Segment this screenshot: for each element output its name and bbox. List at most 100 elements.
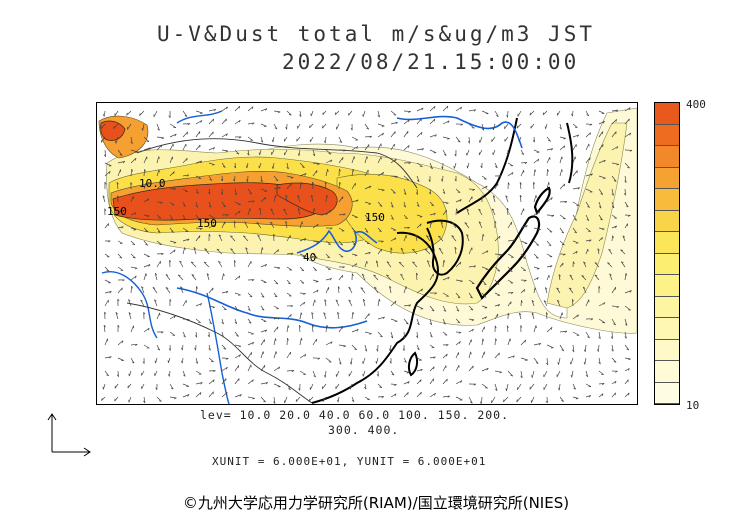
wind-arrow-head	[303, 293, 306, 295]
wind-arrow-head	[275, 195, 277, 198]
wind-arrow-head	[496, 115, 499, 117]
wind-arrow	[323, 312, 327, 320]
wind-arrow	[416, 357, 422, 361]
wind-arrow	[520, 339, 526, 346]
wind-arrow	[299, 173, 307, 177]
wind-arrow-head	[492, 127, 494, 131]
wind-arrow	[286, 162, 289, 169]
wind-arrow-head	[168, 374, 170, 377]
wind-arrow	[141, 286, 145, 294]
wind-arrow	[165, 274, 171, 281]
wind-arrow	[403, 318, 409, 325]
wind-arrow-head	[456, 208, 458, 212]
wind-arrow	[182, 370, 186, 377]
color-scale-swatch	[655, 189, 679, 211]
wind-arrow	[598, 214, 603, 221]
wind-arrow	[169, 201, 175, 206]
wind-arrow-head	[545, 287, 548, 290]
wind-arrow	[389, 286, 392, 294]
wind-arrow	[195, 357, 199, 364]
wind-arrow	[334, 110, 340, 115]
wind-arrow-head	[470, 296, 473, 299]
wind-arrow	[468, 328, 474, 333]
wind-arrow-head	[335, 299, 339, 302]
wind-arrow	[256, 222, 262, 229]
wind-arrow-head	[132, 243, 135, 246]
wind-arrow-head	[421, 288, 423, 292]
wind-arrow-head	[611, 349, 614, 352]
wind-arrow	[624, 290, 632, 294]
wind-arrow	[377, 227, 382, 232]
wind-arrow	[208, 147, 215, 151]
wind-arrow-head	[199, 228, 203, 230]
vector-units: XUNIT = 6.000E+01, YUNIT = 6.000E+01	[212, 455, 487, 468]
wind-arrow	[377, 110, 380, 118]
wind-arrow	[416, 214, 423, 217]
wind-arrow-head	[520, 325, 523, 328]
wind-arrow-head	[301, 221, 303, 225]
wind-arrow-head	[221, 335, 224, 338]
wind-arrow-head	[247, 153, 250, 156]
wind-arrow-head	[195, 205, 198, 208]
wind-arrow-head	[429, 322, 432, 326]
wind-arrow-head	[334, 112, 337, 115]
wind-arrow-head	[109, 356, 112, 359]
wind-arrow	[195, 188, 199, 194]
wind-arrow-head	[438, 235, 441, 238]
wind-arrow-head	[524, 339, 527, 343]
wind-arrow-head	[180, 286, 183, 289]
wind-arrow	[546, 157, 551, 164]
wind-arrow-head	[270, 221, 273, 224]
wind-arrow	[377, 214, 381, 221]
wind-arrow	[299, 279, 305, 284]
wind-arrow-head	[573, 387, 576, 390]
wind-arrow-head	[216, 248, 220, 251]
dust-field-east	[546, 122, 628, 309]
wind-arrow-head	[343, 345, 346, 348]
wind-arrow-head	[386, 261, 390, 264]
wind-arrow	[442, 175, 444, 182]
wind-arrow	[154, 370, 158, 376]
wind-arrow	[559, 312, 563, 320]
wind-arrow-head	[263, 400, 266, 403]
wind-arrow	[221, 175, 223, 182]
wind-arrow	[390, 131, 396, 138]
wind-arrow	[156, 169, 160, 177]
wind-arrow-head	[251, 106, 254, 110]
wind-arrow-head	[556, 287, 559, 290]
wind-arrow-head	[558, 274, 561, 277]
wind-arrow	[156, 253, 164, 255]
wind-arrow	[506, 383, 509, 391]
wind-arrow	[182, 383, 190, 387]
wind-arrow	[117, 287, 123, 294]
wind-arrow	[491, 136, 496, 142]
wind-arrow-head	[523, 280, 527, 282]
wind-arrow	[377, 248, 382, 255]
wind-arrow	[156, 156, 160, 164]
wind-arrow-head	[314, 299, 316, 303]
wind-arrow	[299, 312, 302, 320]
wind-arrow	[216, 248, 223, 255]
wind-arrow	[416, 379, 422, 385]
wind-arrow	[598, 120, 605, 125]
wind-arrow-head	[314, 256, 318, 259]
wind-arrow-head	[446, 353, 448, 357]
wind-arrow	[572, 123, 578, 128]
wind-arrow-head	[538, 229, 541, 231]
wind-arrow	[584, 344, 587, 352]
wind-arrow	[286, 266, 292, 271]
wind-arrow-head	[109, 171, 111, 174]
coastline-sakhalin	[566, 122, 574, 184]
wind-arrow	[234, 365, 240, 372]
wind-arrow-head	[264, 329, 268, 333]
wind-arrow-head	[393, 192, 396, 194]
wind-arrow	[507, 291, 514, 294]
wind-arrow	[143, 182, 147, 190]
wind-arrow	[507, 370, 514, 377]
wind-arrow	[104, 356, 112, 359]
wind-arrow	[624, 162, 630, 169]
wind-arrow-head	[165, 274, 169, 276]
wind-arrow	[377, 383, 383, 388]
wind-arrow-head	[161, 137, 165, 140]
wind-arrow-head	[506, 207, 509, 211]
